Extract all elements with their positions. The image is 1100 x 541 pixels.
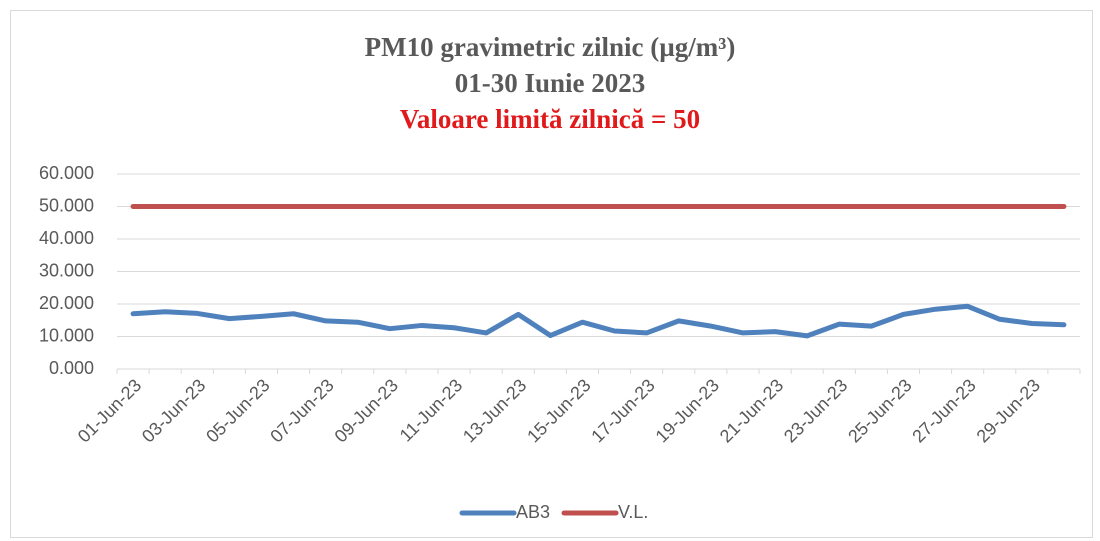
chart-border [10,10,1093,538]
y-tick-label: 50.000 [39,195,94,215]
legend-label: V.L. [618,502,648,522]
chart-title: PM10 gravimetric zilnic (µg/m³) [365,32,736,62]
series-line [130,303,1067,339]
chart-title: 01-30 Iunie 2023 [455,68,646,98]
y-tick-label: 10.000 [39,325,94,345]
chart-title: Valoare limită zilnică = 50 [400,104,700,134]
y-tick-label: 0.000 [49,358,94,378]
y-tick-label: 30.000 [39,260,94,280]
legend-label: AB3 [516,502,550,522]
y-tick-label: 60.000 [39,163,94,183]
y-tick-label: 20.000 [39,293,94,313]
y-tick-label: 40.000 [39,228,94,248]
